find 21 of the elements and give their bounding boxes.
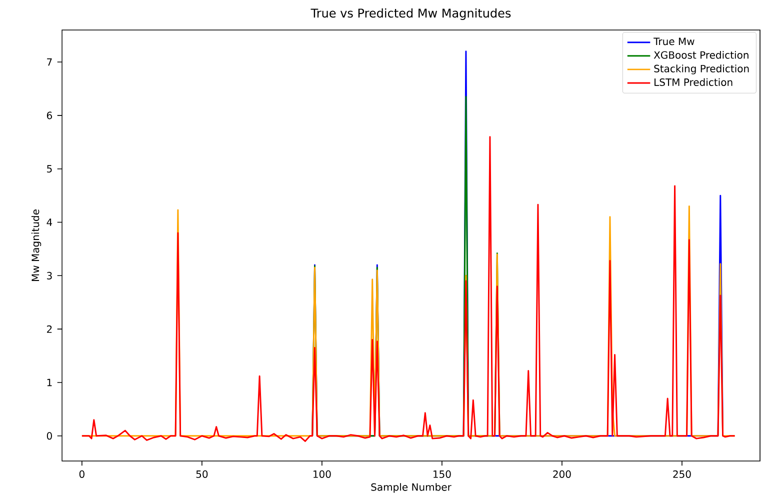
x-tick-label: 100 — [314, 470, 331, 478]
x-tick-label: 250 — [673, 470, 691, 478]
y-tick-label: 5 — [47, 165, 52, 173]
y-tick-label: 0 — [46, 432, 52, 440]
y-tick-label: 3 — [47, 272, 52, 280]
x-axis-title: Sample Number — [371, 483, 452, 493]
x-tick-label: 150 — [434, 470, 451, 478]
y-tick-label: 2 — [47, 325, 52, 333]
x-tick-label: 0 — [79, 470, 84, 478]
legend-label: Stacking Prediction — [654, 64, 749, 74]
x-tick-label: 200 — [553, 470, 571, 478]
y-tick-label: 4 — [46, 218, 52, 226]
legend-label: XGBoost Prediction — [654, 51, 748, 59]
chart-title: True vs Predicted Mw Magnitudes — [310, 8, 511, 20]
y-axis-title: Mw Magnitude — [31, 210, 42, 281]
y-tick-label: 6 — [46, 112, 52, 120]
legend-label: LSTM Prediction — [654, 78, 732, 86]
y-tick-label: 7 — [47, 58, 52, 66]
y-tick-label: 1 — [47, 378, 52, 386]
legend-label: True Mw — [654, 38, 694, 46]
x-tick-label: 50 — [196, 470, 208, 478]
